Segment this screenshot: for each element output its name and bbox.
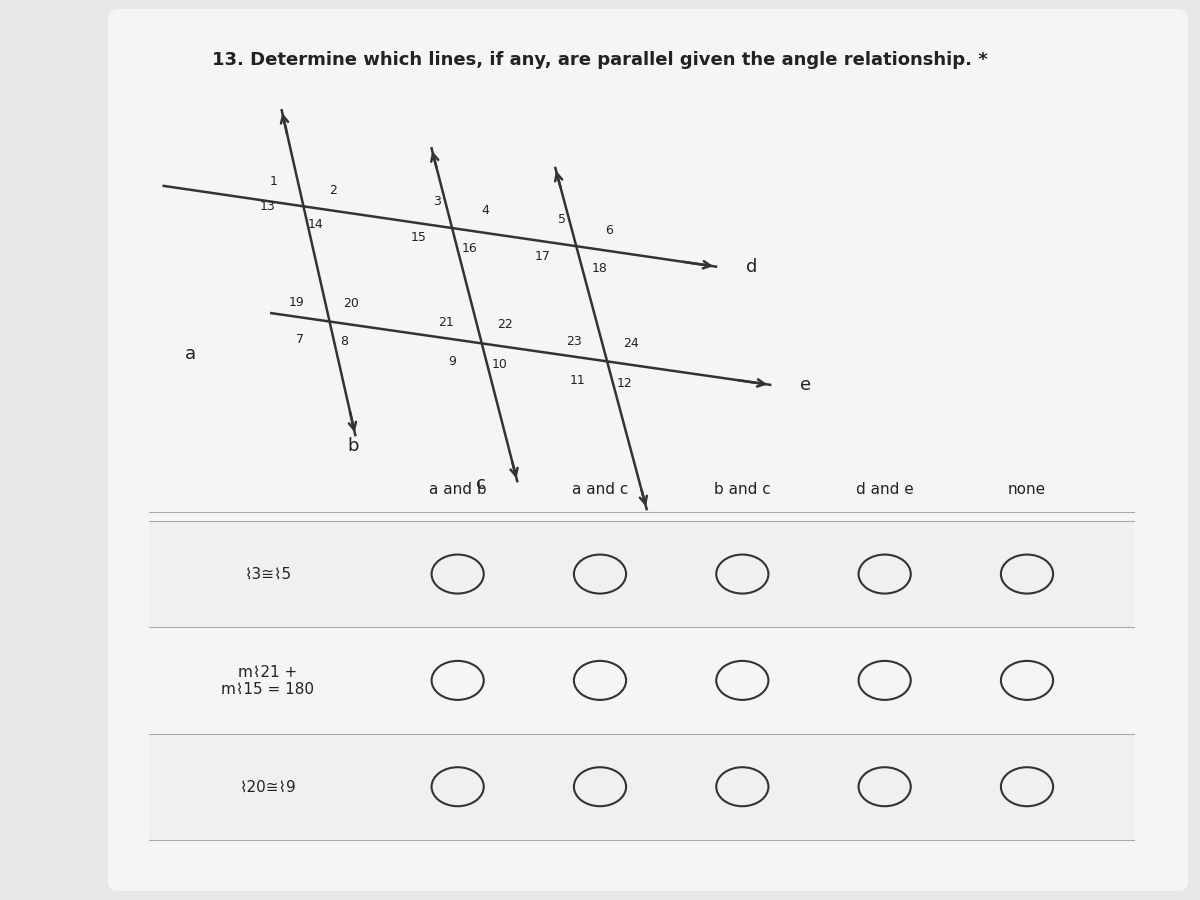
Text: 2: 2 <box>329 184 337 197</box>
Text: 19: 19 <box>288 295 305 309</box>
Text: b and c: b and c <box>714 482 770 498</box>
Text: 20: 20 <box>343 297 359 310</box>
Text: 9: 9 <box>448 355 456 368</box>
Text: b: b <box>348 436 359 454</box>
Text: e: e <box>800 376 811 394</box>
Text: ⌇3≅⌇5: ⌇3≅⌇5 <box>245 567 292 581</box>
Text: none: none <box>1008 482 1046 498</box>
Text: 14: 14 <box>307 218 323 230</box>
Text: 15: 15 <box>410 230 426 244</box>
Text: 11: 11 <box>570 374 586 387</box>
Text: m⌇21 +
m⌇15 = 180: m⌇21 + m⌇15 = 180 <box>221 664 314 697</box>
Text: 16: 16 <box>462 242 478 256</box>
Bar <box>149 734 1134 840</box>
Text: 23: 23 <box>566 336 582 348</box>
Text: a: a <box>185 346 197 364</box>
Text: 5: 5 <box>558 213 566 226</box>
Text: 8: 8 <box>340 335 348 347</box>
Text: 21: 21 <box>438 316 454 328</box>
Text: 12: 12 <box>617 377 632 390</box>
Text: a and c: a and c <box>572 482 628 498</box>
Text: 7: 7 <box>296 333 304 346</box>
Bar <box>149 521 1134 627</box>
Text: 1: 1 <box>270 175 277 188</box>
Text: 10: 10 <box>491 357 508 371</box>
Text: 3: 3 <box>433 195 442 209</box>
Text: 6: 6 <box>606 224 613 237</box>
Text: d and e: d and e <box>856 482 913 498</box>
Text: c: c <box>476 474 486 492</box>
Text: 18: 18 <box>592 262 608 274</box>
Text: 22: 22 <box>497 318 512 330</box>
Text: a and b: a and b <box>428 482 486 498</box>
Text: 24: 24 <box>623 338 638 350</box>
Text: 17: 17 <box>535 250 551 264</box>
Text: ⌇20≅⌇9: ⌇20≅⌇9 <box>240 779 296 794</box>
Text: d: d <box>745 257 757 275</box>
Text: 13. Determine which lines, if any, are parallel given the angle relationship. *: 13. Determine which lines, if any, are p… <box>212 51 988 69</box>
Text: 13: 13 <box>260 200 276 212</box>
Text: 4: 4 <box>481 204 488 217</box>
